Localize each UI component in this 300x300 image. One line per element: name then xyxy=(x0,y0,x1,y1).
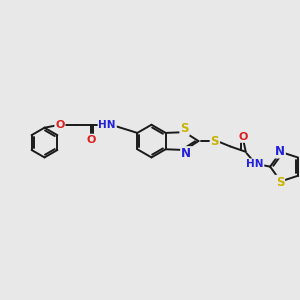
Text: N: N xyxy=(181,147,191,160)
Text: HN: HN xyxy=(246,159,263,169)
Text: N: N xyxy=(275,145,285,158)
Text: O: O xyxy=(55,120,64,130)
Text: O: O xyxy=(238,132,248,142)
Text: S: S xyxy=(276,176,284,189)
Text: S: S xyxy=(180,122,189,135)
Text: HN: HN xyxy=(98,120,116,130)
Text: O: O xyxy=(86,135,95,145)
Text: S: S xyxy=(211,135,219,148)
